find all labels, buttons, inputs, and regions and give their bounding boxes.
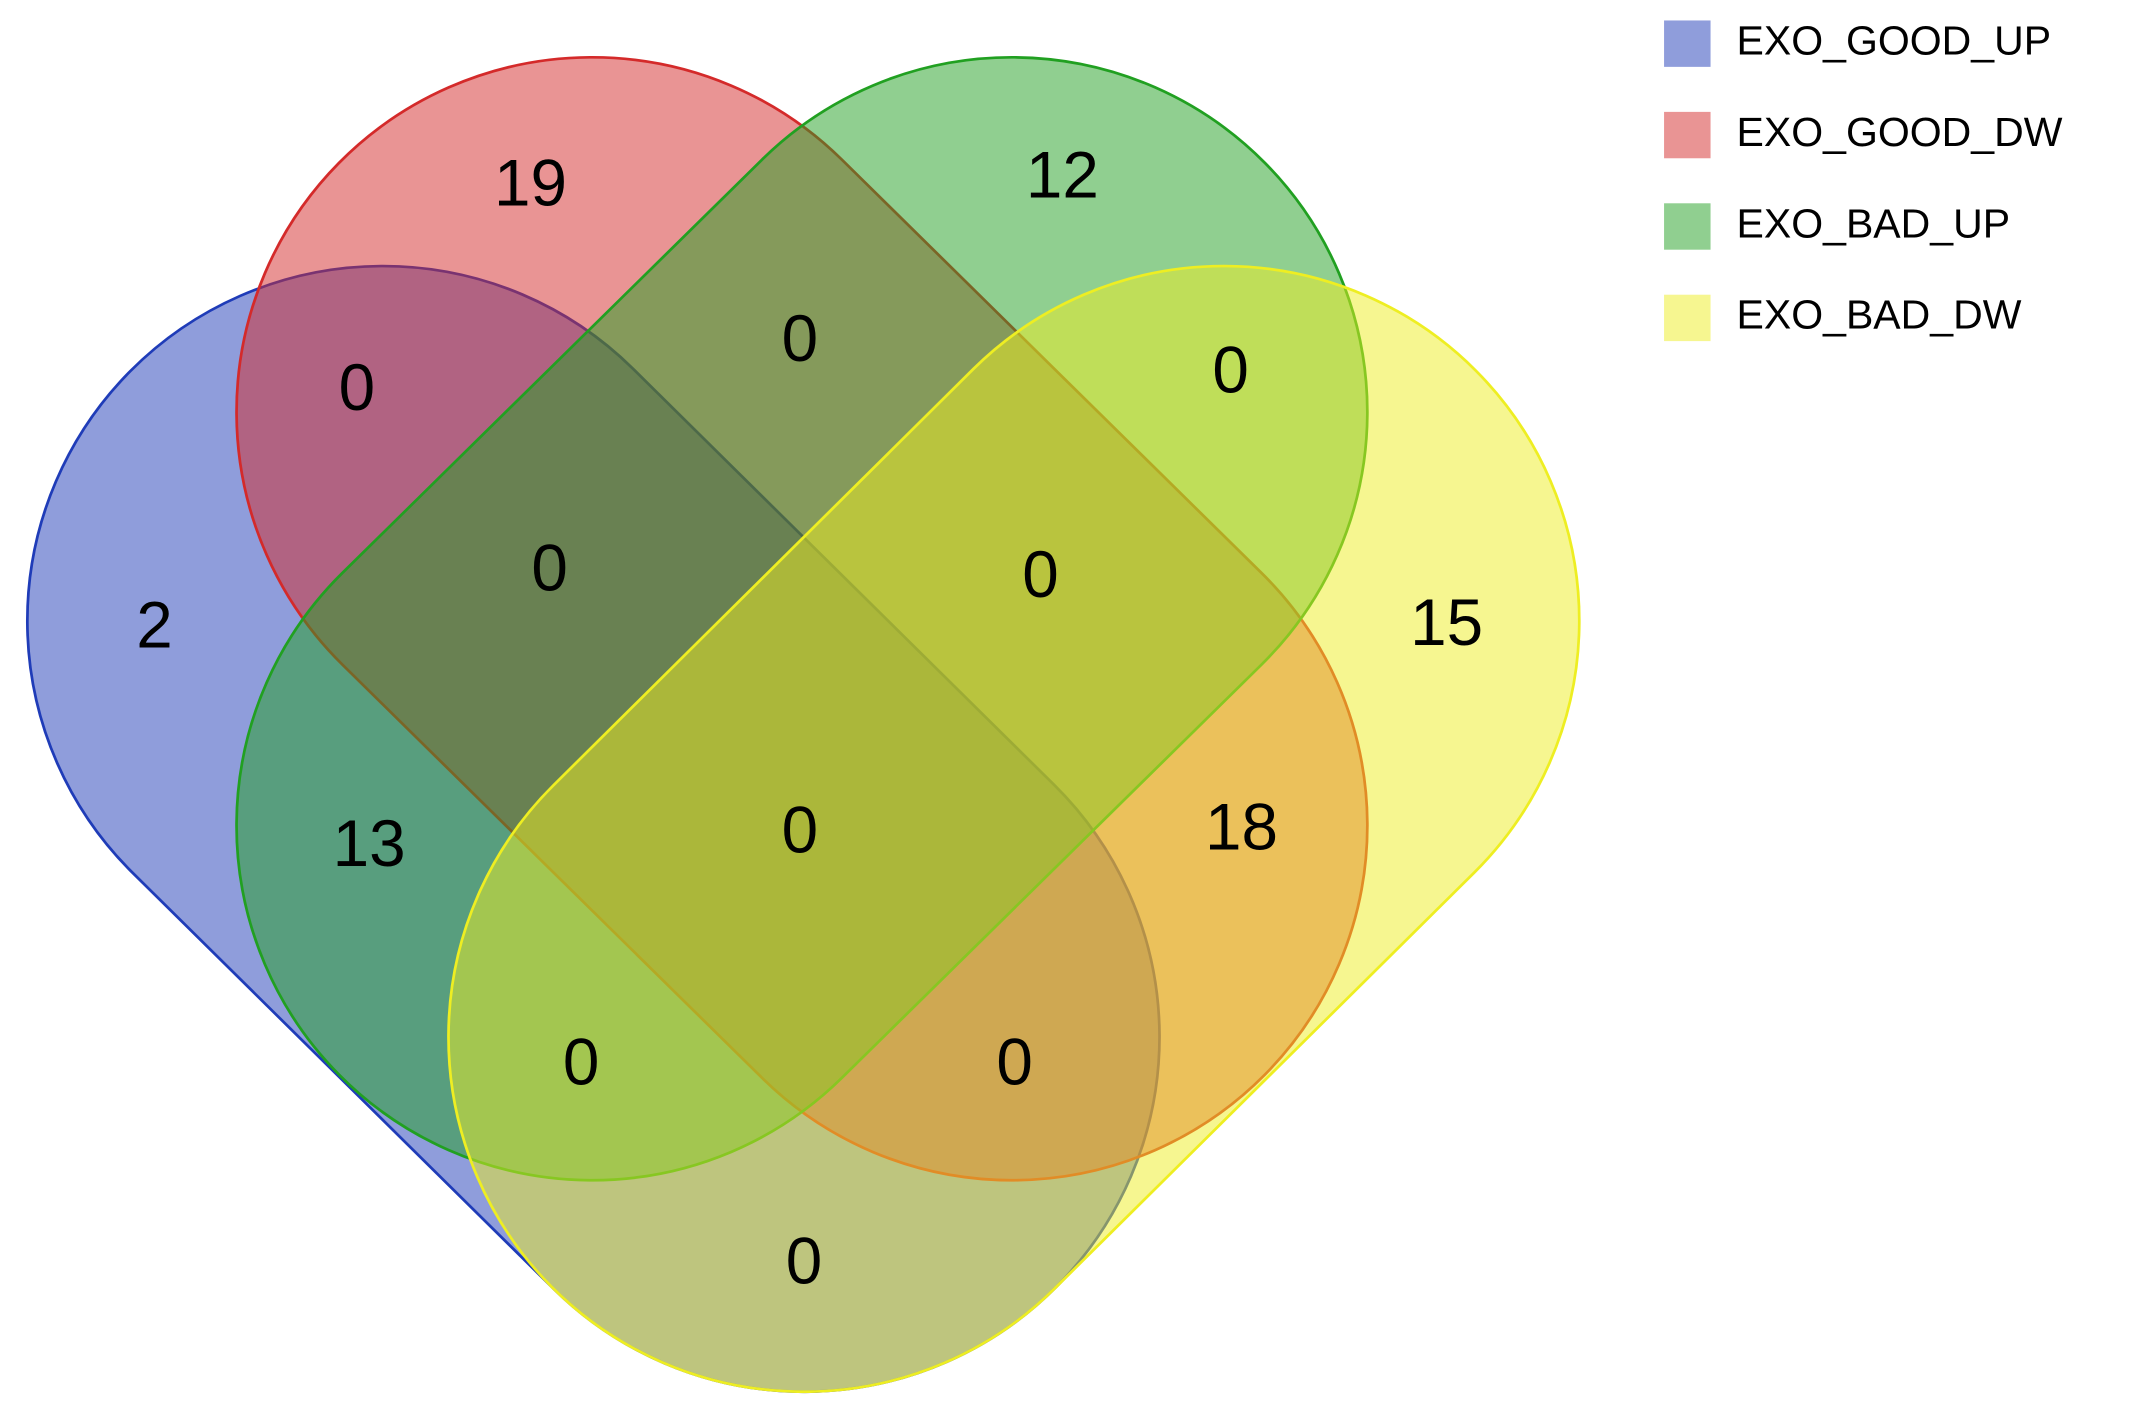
legend-label: EXO_BAD_DW: [1737, 292, 2022, 338]
region-count: 2: [136, 589, 173, 662]
legend-swatch: [1664, 111, 1711, 159]
legend: EXO_GOOD_UP EXO_GOOD_DW EXO_BAD_UP EXO_BAD_…: [1664, 18, 2063, 342]
region-count: 0: [563, 1025, 600, 1098]
legend-label: EXO_BAD_UP: [1737, 200, 2011, 246]
region-count: 0: [782, 302, 819, 375]
region-count: 0: [996, 1025, 1033, 1098]
region-count: 18: [1205, 791, 1278, 864]
region-labels: 2 19 12 15 0 0 0 0 0 0 13 18 0 0 0: [136, 138, 1483, 1297]
legend-swatch: [1664, 203, 1711, 250]
legend-swatch: [1664, 20, 1711, 67]
region-count: 13: [333, 807, 406, 880]
region-count: 0: [531, 531, 568, 604]
region-count: 0: [1212, 334, 1249, 407]
set-shape: [447, 264, 1581, 1394]
region-count: 0: [786, 1225, 823, 1298]
region-count: 0: [782, 793, 819, 866]
region-count: 19: [494, 147, 567, 220]
region-count: 0: [339, 351, 376, 424]
legend-swatch: [1664, 294, 1711, 342]
set-shapes: [26, 56, 1581, 1394]
region-count: 12: [1026, 138, 1099, 211]
legend-label: EXO_GOOD_DW: [1737, 109, 2063, 155]
region-count: 0: [1022, 538, 1059, 611]
region-count: 15: [1410, 586, 1483, 659]
legend-label: EXO_GOOD_UP: [1737, 18, 2052, 64]
